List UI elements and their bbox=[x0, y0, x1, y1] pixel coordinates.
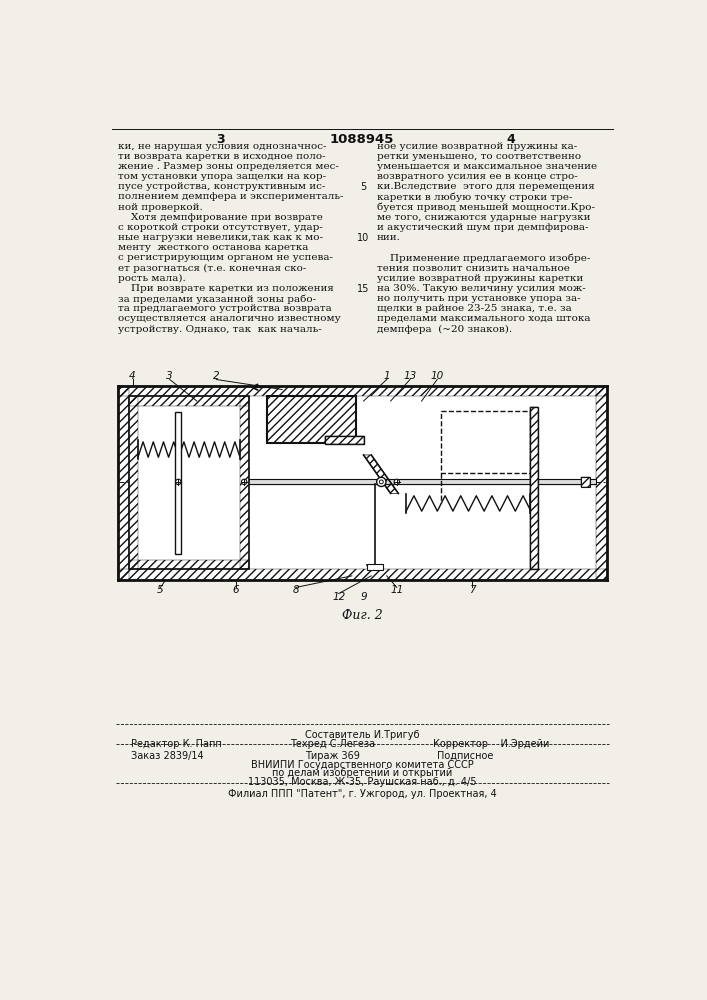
Text: с короткой строки отсутствует, удар-: с короткой строки отсутствует, удар- bbox=[118, 223, 322, 232]
Text: ВНИИПИ Государственного комитета СССР: ВНИИПИ Государственного комитета СССР bbox=[250, 760, 473, 770]
Text: возвратного усилия ее в конце стро-: возвратного усилия ее в конце стро- bbox=[377, 172, 578, 181]
Text: демпфера  (~20 знаков).: демпфера (~20 знаков). bbox=[377, 325, 512, 334]
Bar bbox=[129, 479, 596, 484]
Text: ретки уменьшено, то соответственно: ретки уменьшено, то соответственно bbox=[377, 152, 580, 161]
Text: ной проверкой.: ной проверкой. bbox=[118, 203, 203, 212]
Text: Применение предлагаемого изобре-: Применение предлагаемого изобре- bbox=[377, 253, 590, 263]
Circle shape bbox=[175, 479, 181, 485]
Bar bbox=[118, 386, 607, 396]
Text: жение . Размер зоны определяется мес-: жение . Размер зоны определяется мес- bbox=[118, 162, 339, 171]
Circle shape bbox=[380, 480, 383, 484]
Bar bbox=[325, 436, 363, 444]
Text: 10: 10 bbox=[431, 371, 444, 381]
Text: Редактор К. Папп: Редактор К. Папп bbox=[131, 739, 222, 749]
Bar bbox=[368, 564, 383, 570]
Bar bbox=[175, 412, 182, 554]
Text: ки, не нарушая условия однозначнос-: ки, не нарушая условия однозначнос- bbox=[118, 142, 327, 151]
Text: щелки в райное 23-25 знака, т.е. за: щелки в райное 23-25 знака, т.е. за bbox=[377, 304, 571, 313]
Text: рость мала).: рость мала). bbox=[118, 274, 185, 283]
Text: 8: 8 bbox=[293, 585, 299, 595]
Text: 5: 5 bbox=[361, 182, 367, 192]
Bar bbox=[129, 396, 249, 569]
Text: пределами максимального хода штока: пределами максимального хода штока bbox=[377, 314, 590, 323]
Text: 3: 3 bbox=[166, 371, 173, 381]
Text: 13: 13 bbox=[404, 371, 416, 381]
Bar bbox=[596, 386, 607, 580]
Text: осуществляется аналогично известному: осуществляется аналогично известному bbox=[118, 314, 341, 323]
Text: Филиал ППП "Патент", г. Ужгород, ул. Проектная, 4: Филиал ППП "Патент", г. Ужгород, ул. Про… bbox=[228, 789, 496, 799]
Text: Подписное: Подписное bbox=[437, 751, 493, 761]
Bar bbox=[267, 396, 356, 443]
Text: по делам изобретений и открытий: по делам изобретений и открытий bbox=[271, 768, 452, 778]
Text: Заказ 2839/14: Заказ 2839/14 bbox=[131, 751, 204, 761]
Bar bbox=[129, 396, 249, 406]
Text: 5: 5 bbox=[157, 585, 164, 595]
Text: 7: 7 bbox=[469, 585, 475, 595]
Bar bbox=[580, 477, 590, 487]
Text: 11: 11 bbox=[390, 585, 404, 595]
Bar bbox=[325, 436, 363, 444]
Bar bbox=[240, 396, 249, 569]
Text: на 30%. Такую величину усилия мож-: на 30%. Такую величину усилия мож- bbox=[377, 284, 585, 293]
Text: 2: 2 bbox=[213, 371, 220, 381]
Bar bbox=[129, 560, 249, 569]
Text: за пределами указанной зоны рабо-: за пределами указанной зоны рабо- bbox=[118, 294, 316, 304]
Text: каретки в любую точку строки тре-: каретки в любую точку строки тре- bbox=[377, 192, 572, 202]
Text: 15: 15 bbox=[357, 284, 370, 294]
Bar bbox=[530, 407, 538, 569]
Bar bbox=[267, 396, 356, 443]
Text: с регистрирующим органом не успева-: с регистрирующим органом не успева- bbox=[118, 253, 333, 262]
Text: 4: 4 bbox=[506, 133, 515, 146]
Text: 6: 6 bbox=[233, 585, 239, 595]
Text: ти возврата каретки в исходное поло-: ти возврата каретки в исходное поло- bbox=[118, 152, 325, 161]
Text: 113035, Москва, Ж-35, Раушская наб., д. 4/5: 113035, Москва, Ж-35, Раушская наб., д. … bbox=[247, 777, 477, 787]
Text: ме того, снижаются ударные нагрузки: ме того, снижаются ударные нагрузки bbox=[377, 213, 590, 222]
Text: том установки упора защелки на кор-: том установки упора защелки на кор- bbox=[118, 172, 326, 181]
Bar bbox=[118, 386, 129, 580]
Text: 12: 12 bbox=[332, 592, 345, 602]
Text: та предлагаемого устройства возврата: та предлагаемого устройства возврата bbox=[118, 304, 332, 313]
Text: При возврате каретки из положения: При возврате каретки из положения bbox=[118, 284, 334, 293]
Text: Техред С.Легеза: Техред С.Легеза bbox=[290, 739, 375, 749]
Text: Тираж 369: Тираж 369 bbox=[305, 751, 361, 761]
Text: полнением демпфера и эксперименталь-: полнением демпфера и эксперименталь- bbox=[118, 192, 344, 201]
Text: ки.Вследствие  этого для перемещения: ки.Вследствие этого для перемещения bbox=[377, 182, 595, 191]
Text: пусе устройства, конструктивным ис-: пусе устройства, конструктивным ис- bbox=[118, 182, 325, 191]
Text: Составитель И.Тригуб: Составитель И.Тригуб bbox=[305, 730, 419, 740]
Text: усилие возвратной пружины каретки: усилие возвратной пружины каретки bbox=[377, 274, 583, 283]
Text: уменьшается и максимальное значение: уменьшается и максимальное значение bbox=[377, 162, 597, 171]
Text: буется привод меньшей мощности.Кро-: буется привод меньшей мощности.Кро- bbox=[377, 203, 595, 212]
Circle shape bbox=[377, 477, 386, 487]
Text: Фиг. 2: Фиг. 2 bbox=[341, 609, 382, 622]
Text: 3: 3 bbox=[216, 133, 224, 146]
Bar bbox=[580, 477, 590, 487]
Text: ет разогнаться (т.е. конечная ско-: ет разогнаться (т.е. конечная ско- bbox=[118, 264, 306, 273]
Text: устройству. Однако, так  как началь-: устройству. Однако, так как началь- bbox=[118, 325, 322, 334]
Text: 10: 10 bbox=[357, 233, 370, 243]
Text: 9: 9 bbox=[360, 592, 367, 602]
Circle shape bbox=[241, 479, 247, 485]
Text: менту  жесткого останова каретка: менту жесткого останова каретка bbox=[118, 243, 308, 252]
Text: но получить при установке упора за-: но получить при установке упора за- bbox=[377, 294, 580, 303]
Text: 4: 4 bbox=[129, 371, 136, 381]
Text: и акустический шум при демпфирова-: и акустический шум при демпфирова- bbox=[377, 223, 588, 232]
Text: 1088945: 1088945 bbox=[329, 133, 394, 146]
Text: нии.: нии. bbox=[377, 233, 401, 242]
Text: тения позволит снизить начальное: тения позволит снизить начальное bbox=[377, 264, 570, 273]
Bar bbox=[530, 407, 538, 569]
Bar bbox=[118, 569, 607, 580]
Circle shape bbox=[394, 479, 399, 485]
Text: ное усилие возвратной пружины ка-: ное усилие возвратной пружины ка- bbox=[377, 142, 577, 151]
Text: Корректор    И.Эрдейи: Корректор И.Эрдейи bbox=[433, 739, 549, 749]
Text: 1: 1 bbox=[383, 371, 390, 381]
Bar bbox=[129, 396, 138, 569]
Text: ные нагрузки невелики,так как к мо-: ные нагрузки невелики,так как к мо- bbox=[118, 233, 323, 242]
Bar bbox=[118, 386, 607, 580]
Text: Хотя демпфирование при возврате: Хотя демпфирование при возврате bbox=[118, 213, 322, 222]
